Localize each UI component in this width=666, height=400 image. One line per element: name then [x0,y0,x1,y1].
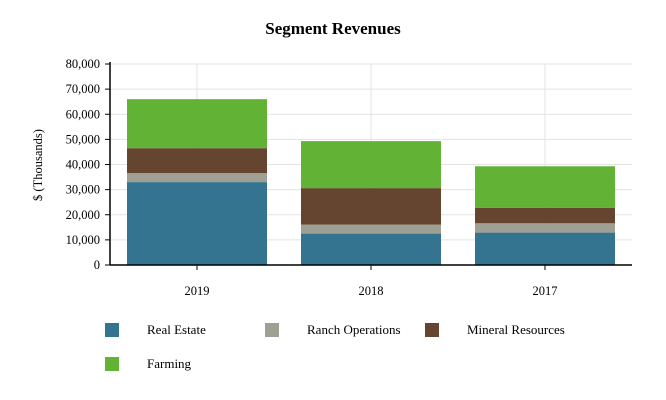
bar-mineral-resources-2018 [301,188,441,225]
y-axis-label: $ (Thousands) [31,129,45,201]
bar-mineral-resources-2019 [127,148,267,174]
bar-farming-2019 [127,99,267,149]
bar-real-estate-2018 [301,233,441,265]
legend-swatch [105,323,119,337]
legend-item: Ranch Operations [265,322,401,338]
legend-item: Real Estate [105,322,206,338]
legend-swatch [105,357,119,371]
legend-swatch [265,323,279,337]
chart-title: Segment Revenues [265,19,401,38]
legend-label: Mineral Resources [467,322,565,337]
y-tick-label: 20,000 [66,208,100,222]
y-tick-label: 30,000 [66,183,100,197]
bar-real-estate-2019 [127,182,267,265]
legend-label: Ranch Operations [307,322,401,337]
legend-label: Real Estate [147,322,206,337]
x-tick-label: 2017 [533,284,558,298]
bar-real-estate-2017 [475,232,615,265]
legend-label: Farming [147,356,192,371]
bar-ranch-operations-2018 [301,224,441,234]
bar-mineral-resources-2017 [475,207,615,224]
y-tick-label: 80,000 [66,57,100,71]
bar-ranch-operations-2017 [475,223,615,233]
x-tick-label: 2018 [359,284,384,298]
y-tick-label: 0 [94,258,100,272]
legend-item: Farming [105,356,191,372]
bar-ranch-operations-2019 [127,173,267,183]
y-tick-label: 70,000 [66,82,100,96]
bar-farming-2018 [301,141,441,189]
y-tick-label: 40,000 [66,158,100,172]
legend-swatch [425,323,439,337]
y-tick-label: 50,000 [66,132,100,146]
y-tick-label: 10,000 [66,233,100,247]
legend-item: Mineral Resources [425,322,565,338]
x-tick-label: 2019 [185,284,210,298]
bar-farming-2017 [475,166,615,208]
y-tick-label: 60,000 [66,107,100,121]
